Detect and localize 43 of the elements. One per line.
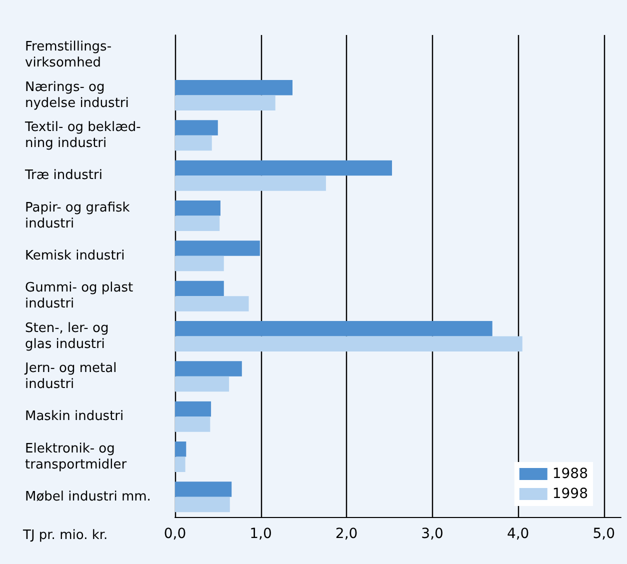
bar bbox=[175, 336, 522, 352]
y-tick-label: Træ industri bbox=[24, 168, 102, 184]
bar bbox=[175, 496, 230, 512]
bar bbox=[175, 361, 242, 376]
bar bbox=[175, 240, 260, 256]
y-tick-label: Kemisk industri bbox=[25, 248, 125, 264]
bar bbox=[175, 200, 220, 216]
y-tick-label: Elektronik- og transportmidler bbox=[25, 441, 128, 472]
bar bbox=[175, 160, 392, 176]
bar bbox=[175, 320, 492, 336]
bar bbox=[175, 401, 212, 417]
bar bbox=[175, 376, 230, 392]
y-tick-label: Fremstillings- virksomhed bbox=[25, 40, 112, 71]
bar bbox=[175, 120, 218, 136]
x-tick-label: 5,0 bbox=[592, 526, 615, 542]
bar bbox=[175, 416, 210, 432]
x-tick-label: 3,0 bbox=[421, 526, 444, 542]
bar bbox=[175, 296, 249, 312]
bar bbox=[175, 135, 212, 151]
y-tick-label: Papir- og grafisk industri bbox=[25, 200, 130, 232]
bar bbox=[175, 80, 293, 96]
y-tick-label: Sten-, ler- og glas industri bbox=[25, 320, 109, 352]
y-tick-label: Gummi- og plast industri bbox=[25, 280, 134, 312]
bar bbox=[175, 482, 232, 497]
x-tick-label: 2,0 bbox=[335, 526, 358, 542]
y-tick-label: Textil- og beklæd- ning industri bbox=[24, 120, 142, 151]
y-tick-label: Møbel industri mm. bbox=[25, 489, 151, 504]
bar bbox=[175, 176, 326, 191]
x-axis-title: TJ pr. mio. kr. bbox=[22, 528, 108, 543]
x-tick-label: 0,0 bbox=[164, 526, 186, 542]
bar bbox=[175, 256, 224, 272]
bar bbox=[175, 280, 224, 296]
bar bbox=[175, 95, 276, 111]
y-tick-label: Jern- og metal industri bbox=[24, 360, 117, 392]
bar bbox=[175, 216, 220, 232]
x-tick-label: 4,0 bbox=[506, 526, 530, 542]
legend-label: 1988 bbox=[552, 466, 588, 482]
bar bbox=[175, 441, 186, 457]
legend-label: 1998 bbox=[552, 486, 588, 502]
y-tick-label: Maskin industri bbox=[25, 409, 124, 424]
x-tick-label: 1,0 bbox=[250, 526, 272, 542]
y-tick-label: Nærings- og nydelse industri bbox=[25, 80, 129, 111]
bar bbox=[175, 456, 186, 472]
